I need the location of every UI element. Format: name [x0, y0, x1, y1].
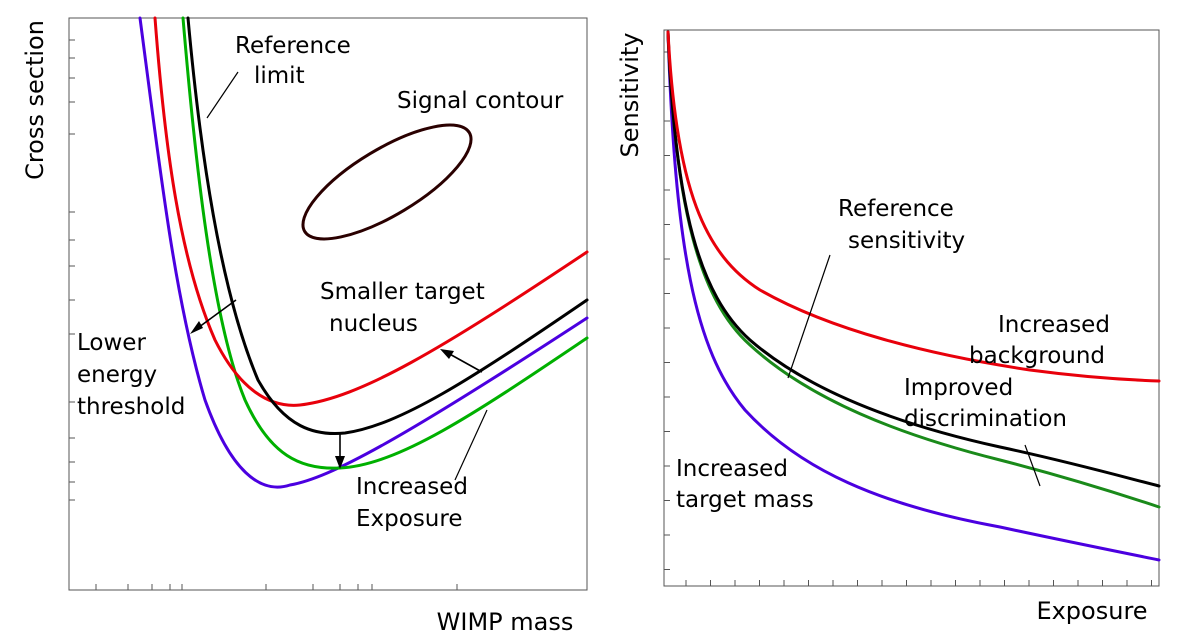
improved-discrimination-leader: [1024, 444, 1041, 487]
left-axis-ticks: [69, 39, 458, 590]
reference-sensitivity-curve: [666, 30, 1161, 488]
increased-exposure-curve: [181, 16, 589, 470]
lower-threshold-arrow: [190, 299, 237, 334]
reference-limit-label-line2: limit: [254, 63, 305, 89]
increased-exposure-arrow: [335, 434, 345, 469]
left-panel: Cross section WIMP mass Reference limit …: [21, 16, 589, 636]
improved-discrimination-curve: [666, 30, 1161, 509]
smaller-target-label-line1: Smaller target: [320, 279, 485, 305]
lower-energy-label-line2: energy: [77, 362, 157, 388]
lower-energy-label-line1: Lower: [77, 330, 146, 356]
right-panel: Sensitivity Exposure Reference sensitivi…: [616, 29, 1161, 625]
right-x-axis-title: Exposure: [1036, 597, 1147, 625]
reference-limit-curve: [186, 16, 589, 436]
smaller-target-arrow: [440, 349, 483, 373]
improved-discrimination-label-line1: Improved: [904, 375, 1013, 401]
left-x-axis-title: WIMP mass: [437, 608, 574, 636]
smaller-target-curve: [153, 16, 589, 407]
increased-exposure-leader: [454, 409, 488, 481]
increased-target-label-line1: Increased: [676, 456, 788, 482]
reference-limit-leader: [206, 71, 239, 119]
right-y-axis-title: Sensitivity: [616, 33, 644, 158]
reference-sensitivity-label-line2: sensitivity: [848, 228, 965, 254]
reference-limit-label-line1: Reference: [235, 33, 351, 59]
increased-background-curve: [666, 30, 1161, 383]
signal-contour-ellipse: [301, 123, 473, 241]
increased-target-mass-curve: [666, 30, 1161, 562]
increased-background-label-line2: background: [969, 343, 1105, 369]
smaller-target-label-line2: nucleus: [329, 311, 418, 337]
lower-energy-label-line3: threshold: [77, 394, 185, 420]
left-plot-frame: [68, 17, 588, 591]
reference-sensitivity-leader: [787, 254, 831, 379]
increased-background-label-line1: Increased: [998, 312, 1110, 338]
increased-exposure-label-line2: Exposure: [356, 506, 462, 532]
increased-exposure-label-line1: Increased: [356, 474, 468, 500]
left-y-axis-title: Cross section: [21, 20, 49, 180]
reference-sensitivity-label-line1: Reference: [838, 196, 954, 222]
right-axis-ticks: [664, 51, 1152, 586]
increased-target-label-line2: target mass: [676, 487, 814, 513]
signal-contour-label: Signal contour: [397, 88, 564, 114]
improved-discrimination-label-line2: discrimination: [904, 406, 1067, 432]
lower-threshold-curve: [138, 16, 589, 489]
right-plot-frame: [663, 29, 1160, 587]
